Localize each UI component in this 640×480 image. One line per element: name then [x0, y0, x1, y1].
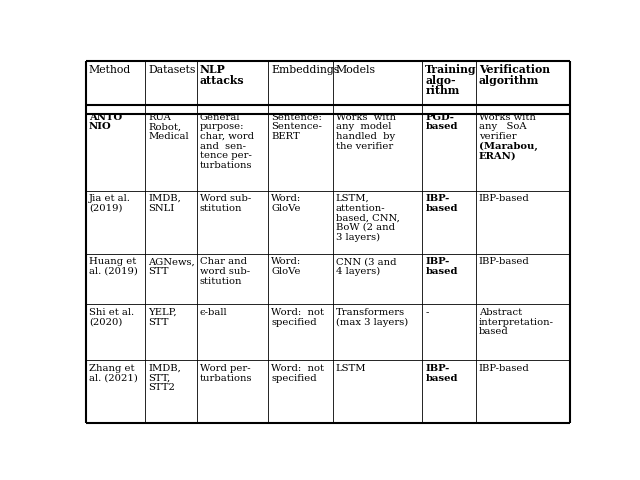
Text: IMDB,: IMDB, [148, 194, 181, 203]
Text: Sentence-: Sentence- [271, 122, 323, 131]
Text: RUA: RUA [148, 112, 171, 121]
Text: and  sen-: and sen- [200, 141, 246, 150]
Text: 4 layers): 4 layers) [336, 266, 380, 276]
Text: STT,: STT, [148, 373, 170, 382]
Text: Sentence:: Sentence: [271, 112, 323, 121]
Text: NIO: NIO [89, 122, 111, 131]
Text: al. (2019): al. (2019) [89, 266, 138, 276]
Text: algorithm: algorithm [479, 74, 539, 85]
Text: Word:: Word: [271, 257, 301, 266]
Text: Char and: Char and [200, 257, 247, 266]
Text: Medical: Medical [148, 132, 189, 141]
Text: interpretation-: interpretation- [479, 317, 554, 326]
Text: Zhang et: Zhang et [89, 363, 134, 372]
Text: any   SoA: any SoA [479, 122, 526, 131]
Text: GloVe: GloVe [271, 266, 301, 276]
Text: based, CNN,: based, CNN, [336, 213, 400, 222]
Text: GloVe: GloVe [271, 204, 301, 212]
Text: Models: Models [336, 64, 376, 74]
Text: Huang et: Huang et [89, 257, 136, 266]
Text: based: based [426, 373, 458, 382]
Text: Robot,: Robot, [148, 122, 181, 131]
Text: attacks: attacks [200, 74, 244, 85]
Text: Shi et al.: Shi et al. [89, 307, 134, 316]
Text: General: General [200, 112, 240, 121]
Text: char, word: char, word [200, 132, 254, 141]
Text: Abstract: Abstract [479, 307, 522, 316]
Text: Works  with: Works with [336, 112, 396, 121]
Text: Datasets: Datasets [148, 64, 195, 74]
Text: Embeddings: Embeddings [271, 64, 340, 74]
Text: LSTM: LSTM [336, 363, 366, 372]
Text: IBP-based: IBP-based [479, 257, 529, 266]
Text: ANTO: ANTO [89, 112, 122, 121]
Text: Transformers: Transformers [336, 307, 405, 316]
Text: tence per-: tence per- [200, 151, 252, 160]
Text: algo-: algo- [426, 74, 456, 85]
Text: Jia et al.: Jia et al. [89, 194, 131, 203]
Text: IBP-: IBP- [426, 257, 450, 266]
Text: 3 layers): 3 layers) [336, 232, 380, 241]
Text: IBP-: IBP- [426, 363, 450, 372]
Text: based: based [426, 122, 458, 131]
Text: any  model: any model [336, 122, 391, 131]
Text: stitution: stitution [200, 204, 243, 212]
Text: specified: specified [271, 317, 317, 326]
Text: (max 3 layers): (max 3 layers) [336, 317, 408, 326]
Text: STT: STT [148, 266, 168, 276]
Text: BoW (2 and: BoW (2 and [336, 223, 395, 231]
Text: verifier: verifier [479, 132, 516, 141]
Text: based: based [426, 204, 458, 212]
Text: IMDB,: IMDB, [148, 363, 181, 372]
Text: (2019): (2019) [89, 204, 122, 212]
Text: based: based [426, 266, 458, 276]
Text: purpose:: purpose: [200, 122, 244, 131]
Text: LSTM,: LSTM, [336, 194, 369, 203]
Text: rithm: rithm [426, 85, 460, 96]
Text: turbations: turbations [200, 373, 252, 382]
Text: -: - [426, 307, 429, 316]
Text: based: based [479, 326, 508, 336]
Text: IBP-based: IBP-based [479, 363, 529, 372]
Text: CNN (3 and: CNN (3 and [336, 257, 396, 266]
Text: STT: STT [148, 317, 168, 326]
Text: IBP-based: IBP-based [479, 194, 529, 203]
Text: attention-: attention- [336, 204, 385, 212]
Text: stitution: stitution [200, 276, 243, 285]
Text: Word:  not: Word: not [271, 363, 324, 372]
Text: Word per-: Word per- [200, 363, 250, 372]
Text: YELP,: YELP, [148, 307, 177, 316]
Text: SNLI: SNLI [148, 204, 174, 212]
Text: NLP: NLP [200, 64, 225, 75]
Text: Word:: Word: [271, 194, 301, 203]
Text: ϵ-ball: ϵ-ball [200, 307, 227, 316]
Text: AGNews,: AGNews, [148, 257, 195, 266]
Text: (Marabou,: (Marabou, [479, 141, 538, 150]
Text: turbations: turbations [200, 161, 252, 169]
Text: PGD-: PGD- [426, 112, 454, 121]
Text: Word sub-: Word sub- [200, 194, 251, 203]
Text: Word:  not: Word: not [271, 307, 324, 316]
Text: (2020): (2020) [89, 317, 122, 326]
Text: specified: specified [271, 373, 317, 382]
Text: Verification: Verification [479, 64, 550, 75]
Text: ERAN): ERAN) [479, 151, 516, 160]
Text: BERT: BERT [271, 132, 300, 141]
Text: Method: Method [89, 64, 131, 74]
Text: handled  by: handled by [336, 132, 395, 141]
Text: Training: Training [426, 64, 477, 75]
Text: word sub-: word sub- [200, 266, 250, 276]
Text: al. (2021): al. (2021) [89, 373, 138, 382]
Text: Works with: Works with [479, 112, 536, 121]
Text: the verifier: the verifier [336, 141, 393, 150]
Text: IBP-: IBP- [426, 194, 450, 203]
Text: STT2: STT2 [148, 383, 175, 392]
